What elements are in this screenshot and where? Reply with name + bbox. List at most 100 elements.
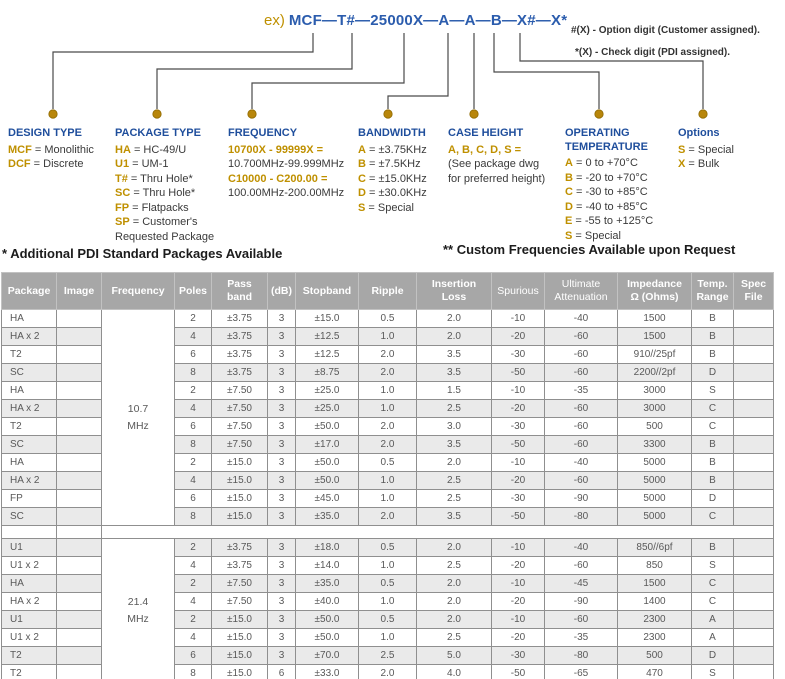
table-cell bbox=[733, 646, 774, 665]
legend-item: 10700X - 99999X = bbox=[228, 143, 356, 158]
table-row: HA 2 ±7.50 3 ±35.0 0.5 2.0 -10 -45 1500 C bbox=[1, 574, 774, 593]
table-cell: A bbox=[691, 628, 734, 647]
legend-item: S = Special bbox=[678, 143, 734, 156]
table-cell: 3 bbox=[267, 646, 296, 665]
table-cell: 2.0 bbox=[358, 363, 417, 382]
legend-code: B bbox=[358, 158, 366, 170]
table-cell bbox=[56, 417, 102, 436]
table-cell bbox=[733, 327, 774, 346]
table-cell: ±15.0 bbox=[211, 628, 268, 647]
table-cell bbox=[733, 381, 774, 400]
table-cell bbox=[56, 363, 102, 382]
table-cell: 2.5 bbox=[416, 471, 492, 490]
legend-code: S bbox=[358, 201, 366, 214]
table-cell: 1.0 bbox=[358, 592, 417, 611]
table-cell: ±7.50 bbox=[211, 399, 268, 418]
table-row: T2 6 ±3.75 3 ±12.5 2.0 3.5 -30 -60 910//25pf B bbox=[1, 345, 774, 364]
table-cell: 1500 bbox=[617, 574, 692, 593]
table-cell: -10 bbox=[491, 610, 545, 629]
legend-item: (See package dwg bbox=[448, 158, 540, 170]
table-cell: -80 bbox=[544, 507, 618, 526]
connector-line-options bbox=[519, 33, 704, 109]
table-cell: 3 bbox=[267, 327, 296, 346]
table-cell: 4 bbox=[174, 471, 212, 490]
table-cell: ±18.0 bbox=[295, 538, 359, 557]
table-cell: 1500 bbox=[617, 327, 692, 346]
table-cell: 3 bbox=[267, 507, 296, 526]
legend-item: D = -40 to +85°C bbox=[565, 200, 648, 213]
table-cell bbox=[56, 399, 102, 418]
table-cell: -20 bbox=[491, 556, 545, 575]
example-prefix: ex) bbox=[264, 12, 285, 29]
table-cell: 3 bbox=[267, 574, 296, 593]
table-cell: -60 bbox=[544, 399, 618, 418]
table-cell: ±14.0 bbox=[295, 556, 359, 575]
table-cell: SC bbox=[1, 363, 57, 382]
legend-code: E bbox=[565, 215, 573, 227]
legend-item: FP = Flatpacks bbox=[115, 201, 189, 214]
table-cell bbox=[733, 574, 774, 593]
legend-code: FP bbox=[115, 201, 130, 214]
table-cell: -50 bbox=[491, 664, 545, 679]
table-cell: C bbox=[691, 592, 734, 611]
table-cell: 0.5 bbox=[358, 610, 417, 629]
table-cell: 2.0 bbox=[416, 574, 492, 593]
table-cell: ±17.0 bbox=[295, 435, 359, 454]
table-cell: 2.0 bbox=[358, 664, 417, 679]
option-digit-note: #(X) - Option digit (Customer assigned). bbox=[571, 25, 760, 36]
table-cell: 1.0 bbox=[358, 399, 417, 418]
legend-code: A bbox=[358, 143, 366, 156]
table-cell: 2.0 bbox=[358, 345, 417, 364]
table-cell: 1.0 bbox=[358, 489, 417, 508]
table-cell: -20 bbox=[491, 471, 545, 490]
table-cell: C bbox=[691, 399, 734, 418]
table-cell: 4.0 bbox=[416, 664, 492, 679]
separator-cell bbox=[56, 525, 102, 539]
table-row: U1 x 2 4 ±15.0 3 ±50.0 1.0 2.5 -20 -35 2300 A bbox=[1, 628, 774, 647]
table-cell: -20 bbox=[491, 327, 545, 346]
table-cell bbox=[56, 646, 102, 665]
table-cell: 2.0 bbox=[416, 592, 492, 611]
table-cell: 2.0 bbox=[416, 327, 492, 346]
table-cell: 3 bbox=[267, 610, 296, 629]
spec-table: Package Image Frequency Poles Pass band (dB) S… bbox=[1, 272, 774, 679]
separator-cell bbox=[101, 525, 774, 539]
table-cell: -30 bbox=[491, 646, 545, 665]
table-cell: U1 bbox=[1, 610, 57, 629]
legend-code: C bbox=[565, 186, 573, 198]
table-cell bbox=[56, 489, 102, 508]
table-cell bbox=[56, 435, 102, 454]
legend-item: E = -55 to +125°C bbox=[565, 215, 654, 227]
legend-case-height: CASE HEIGHT A, B, C, D, S = (See package d… bbox=[448, 127, 560, 186]
check-digit-note: *(X) - Check digit (PDI assigned). bbox=[575, 47, 731, 58]
table-cell: -50 bbox=[491, 363, 545, 382]
table-cell: HA bbox=[1, 381, 57, 400]
table-cell: 2 bbox=[174, 610, 212, 629]
table-cell: -65 bbox=[544, 664, 618, 679]
table-cell: -35 bbox=[544, 381, 618, 400]
table-row: T2 6 ±15.0 3 ±70.0 2.5 5.0 -30 -80 500 D bbox=[1, 646, 774, 665]
part-number-example: ex) MCF—T#—25000X—A—A—B—X#—X* bbox=[264, 12, 567, 29]
table-cell: -60 bbox=[544, 345, 618, 364]
connector-dot bbox=[48, 109, 58, 119]
connector-line-op-temp bbox=[493, 33, 600, 109]
table-cell: T2 bbox=[1, 417, 57, 436]
table-cell: S bbox=[691, 556, 734, 575]
separator-cell bbox=[1, 525, 57, 539]
legend-heading: OPERATING TEMPERATURE bbox=[565, 127, 648, 153]
table-cell: 3000 bbox=[617, 399, 692, 418]
table-cell: -40 bbox=[544, 453, 618, 472]
table-cell: B bbox=[691, 327, 734, 346]
connector-line-bandwidth bbox=[387, 33, 449, 109]
column-header: Poles bbox=[174, 272, 212, 310]
table-cell: 2.0 bbox=[416, 538, 492, 557]
legend-item: A, B, C, D, S = bbox=[448, 143, 560, 158]
table-cell: 3 bbox=[267, 345, 296, 364]
table-cell: HA bbox=[1, 574, 57, 593]
table-cell: T2 bbox=[1, 646, 57, 665]
table-cell: 8 bbox=[174, 664, 212, 679]
table-cell: 6 bbox=[174, 489, 212, 508]
column-header: Spec File bbox=[733, 272, 774, 310]
table-cell: 3.5 bbox=[416, 435, 492, 454]
table-cell bbox=[56, 592, 102, 611]
